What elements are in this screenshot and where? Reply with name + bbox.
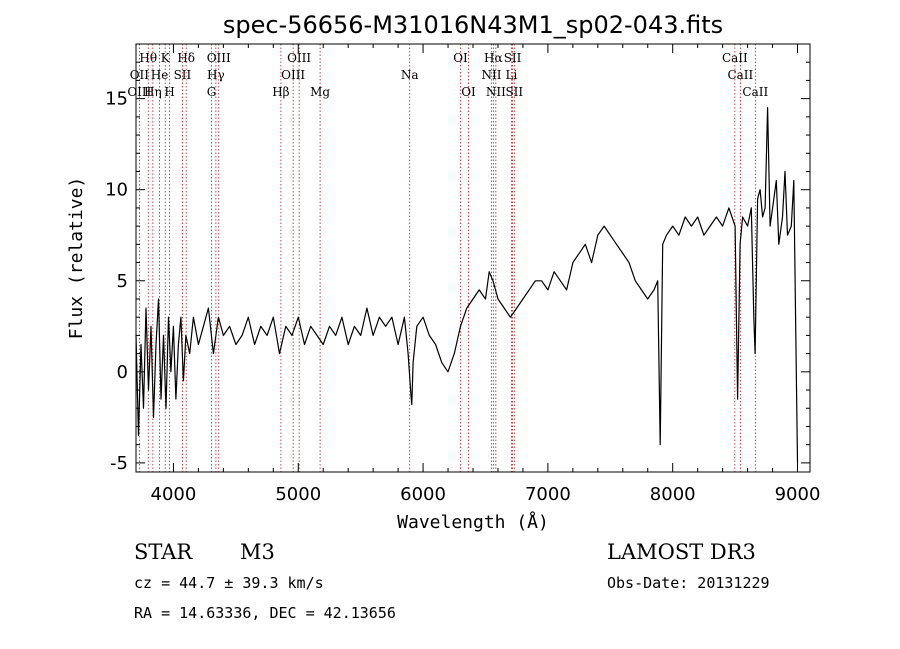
line-label: NII [486,85,506,99]
line-label: Hθ [139,51,157,65]
line-label: OIII [207,51,231,65]
line-label: OI [453,51,468,65]
reference-lines [138,44,756,472]
redshift-velocity: cz = 44.7 ± 39.3 km/s [134,574,324,592]
line-label: CaII [742,85,768,99]
chart-title: spec-56656-M31016N43M1_sp02-043.fits [223,11,723,39]
y-axis: -5 0 5 10 15 [105,61,810,474]
line-label: SII [174,68,192,82]
y-axis-label: Flux (relative) [66,177,87,340]
x-tick-label: 6000 [400,484,446,505]
x-tick-label: 5000 [275,484,321,505]
survey-name: LAMOST DR3 [607,540,756,564]
line-label: Hα [484,51,503,65]
line-label: Hβ [272,85,289,99]
y-tick-label: -5 [110,453,128,474]
line-label: OIII [127,85,151,99]
line-label: K [161,51,171,65]
object-class: STAR [134,540,193,564]
line-label: NII [481,68,501,82]
coordinates: RA = 14.63336, DEC = 42.13656 [134,604,396,622]
line-label: OII [130,68,150,82]
line-label: OI [461,85,476,99]
line-label: Li [506,68,518,82]
x-tick-label: 9000 [775,484,821,505]
line-label: He [151,68,169,82]
line-label: H [164,85,174,99]
y-tick-label: 10 [105,180,128,201]
spectrum-series [135,107,799,463]
x-tick-label: 7000 [525,484,571,505]
line-label: OIII [287,51,311,65]
line-label: SII [505,85,523,99]
line-label: Mg [310,85,330,99]
line-label: SII [504,51,522,65]
line-label: Na [401,68,419,82]
x-tick-label: 4000 [151,484,197,505]
y-tick-label: 5 [117,271,128,292]
plot-frame [135,43,811,473]
observation-date: Obs-Date: 20131229 [607,574,770,592]
line-label: CaII [727,68,753,82]
x-axis-label: Wavelength (Å) [397,511,549,533]
line-label: Hγ [207,68,225,82]
y-tick-label: 15 [105,89,128,110]
line-label: OIII [281,68,305,82]
y-tick-label: 0 [117,362,128,383]
spectrum-line [135,107,799,463]
line-label: Hη [144,85,162,99]
object-subclass: M3 [240,540,275,564]
x-tick-label: 8000 [650,484,696,505]
x-axis: 4000 5000 6000 7000 8000 9000 [151,44,821,505]
line-label: Hδ [177,51,195,65]
line-label: CaII [722,51,748,65]
line-label: G [207,85,217,99]
